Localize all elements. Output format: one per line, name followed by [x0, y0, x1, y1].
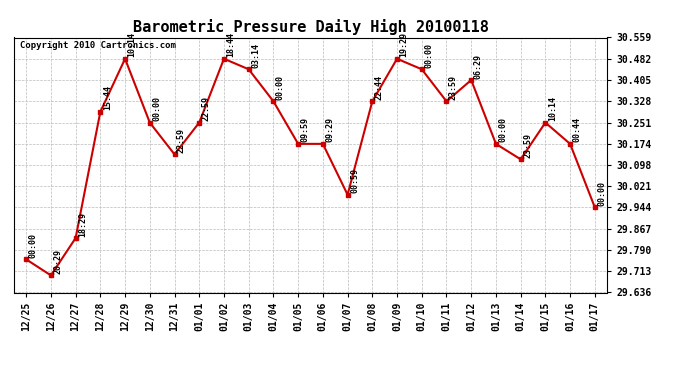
- Text: Copyright 2010 Cartronics.com: Copyright 2010 Cartronics.com: [20, 41, 176, 50]
- Text: 00:00: 00:00: [276, 75, 285, 100]
- Text: 23:59: 23:59: [449, 75, 458, 100]
- Text: 10:14: 10:14: [128, 32, 137, 57]
- Text: 22:44: 22:44: [375, 75, 384, 100]
- Text: 06:29: 06:29: [474, 54, 483, 79]
- Text: 23:59: 23:59: [523, 133, 532, 158]
- Text: 19:29: 19:29: [400, 32, 408, 57]
- Text: 18:44: 18:44: [226, 32, 235, 57]
- Text: 00:59: 00:59: [350, 168, 359, 194]
- Text: 20:29: 20:29: [53, 249, 62, 274]
- Text: 10:14: 10:14: [548, 96, 557, 121]
- Text: 03:14: 03:14: [251, 43, 260, 68]
- Text: 00:00: 00:00: [29, 233, 38, 258]
- Text: 22:59: 22:59: [177, 128, 186, 153]
- Text: 15:44: 15:44: [103, 86, 112, 110]
- Text: 00:00: 00:00: [424, 43, 433, 68]
- Text: 22:59: 22:59: [201, 96, 210, 121]
- Text: 00:00: 00:00: [498, 117, 507, 142]
- Text: 09:29: 09:29: [326, 117, 335, 142]
- Title: Barometric Pressure Daily High 20100118: Barometric Pressure Daily High 20100118: [132, 19, 489, 35]
- Text: 00:44: 00:44: [573, 117, 582, 142]
- Text: 00:00: 00:00: [152, 96, 161, 121]
- Text: 00:00: 00:00: [598, 181, 607, 206]
- Text: 18:29: 18:29: [78, 212, 87, 237]
- Text: 09:59: 09:59: [301, 117, 310, 142]
